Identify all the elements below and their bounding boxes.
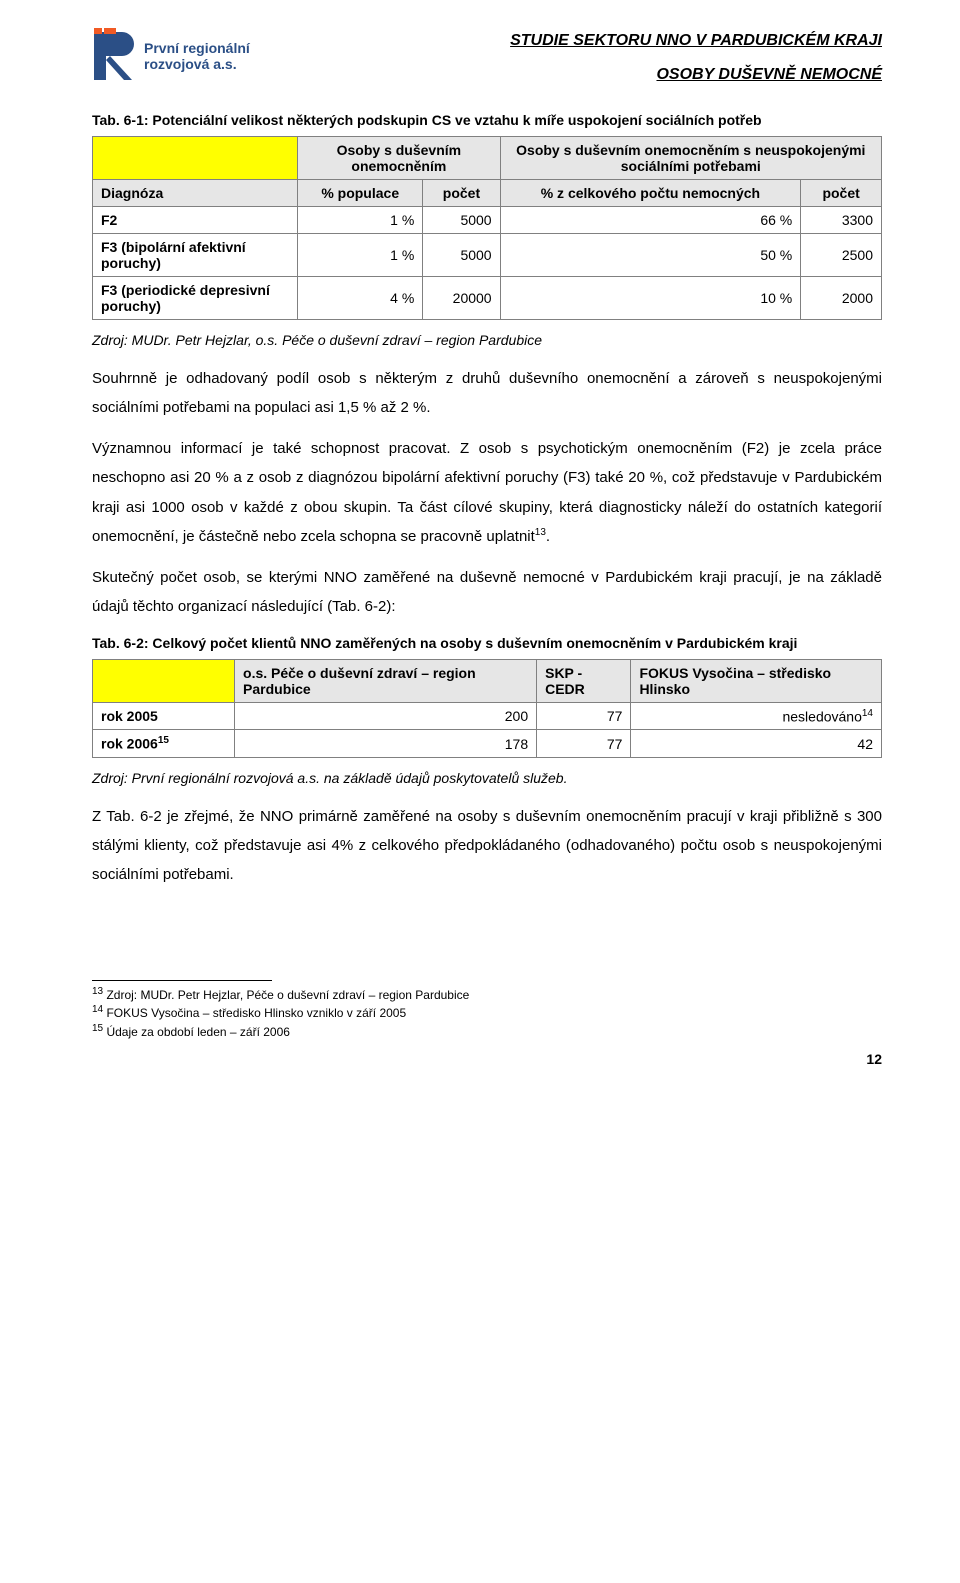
footnote-13: 13 Zdroj: MUDr. Petr Hejzlar, Péče o duš… (92, 985, 882, 1004)
paragraph-4: Z Tab. 6-2 je zřejmé, že NNO primárně za… (92, 802, 882, 890)
paragraph-2: Významnou informací je také schopnost pr… (92, 434, 882, 551)
doc-subtitle: OSOBY DUŠEVNĚ NEMOCNÉ (656, 60, 882, 90)
table-row: F3 (periodické depresivní poruchy) 4 % 2… (93, 276, 882, 319)
logo-line2: rozvojová a.s. (144, 56, 250, 72)
table2: o.s. Péče o duševní zdraví – region Pard… (92, 659, 882, 758)
footnote-ref-15: 15 (158, 735, 169, 746)
table1-col-pop: % populace (298, 179, 423, 206)
paragraph-3: Skutečný počet osob, se kterými NNO zamě… (92, 563, 882, 622)
logo: První regionální rozvojová a.s. (92, 24, 292, 88)
footnote-ref-14: 14 (862, 708, 873, 719)
footnote-15: 15 Údaje za období leden – září 2006 (92, 1022, 882, 1041)
logo-text: První regionální rozvojová a.s. (144, 40, 250, 72)
table-row: rok 200615 178 77 42 (93, 730, 882, 758)
table1-col-pct: % z celkového počtu nemocných (500, 179, 801, 206)
footnote-14: 14 FOKUS Vysočina – středisko Hlinsko vz… (92, 1003, 882, 1022)
table2-col1: o.s. Péče o duševní zdraví – region Pard… (235, 659, 537, 702)
page-header: První regionální rozvojová a.s. STUDIE S… (92, 24, 882, 91)
footnotes: 13 Zdroj: MUDr. Petr Hejzlar, Péče o duš… (92, 985, 882, 1041)
table1-source: Zdroj: MUDr. Petr Hejzlar, o.s. Péče o d… (92, 332, 882, 348)
table-row: F2 1 % 5000 66 % 3300 (93, 206, 882, 233)
table2-caption: Tab. 6-2: Celkový počet klientů NNO zamě… (92, 634, 882, 653)
table2-col3: FOKUS Vysočina – středisko Hlinsko (631, 659, 882, 702)
table2-col2: SKP - CEDR (537, 659, 631, 702)
footnotes-separator (92, 980, 272, 981)
header-titles: STUDIE SEKTORU NNO V PARDUBICKÉM KRAJI O… (292, 24, 882, 91)
table-row: F3 (bipolární afektivní poruchy) 1 % 500… (93, 233, 882, 276)
table1-grp-b: Osoby s duševním onemocněním s neuspokoj… (500, 136, 881, 179)
table1: Osoby s duševním onemocněním Osoby s duš… (92, 136, 882, 320)
table1-col-cnt2: počet (801, 179, 882, 206)
doc-title: STUDIE SEKTORU NNO V PARDUBICKÉM KRAJI (510, 26, 882, 56)
logo-line1: První regionální (144, 40, 250, 56)
table1-col-diag: Diagnóza (93, 179, 298, 206)
page-number: 12 (92, 1051, 882, 1067)
logo-icon (92, 28, 136, 84)
table2-source: Zdroj: První regionální rozvojová a.s. n… (92, 770, 882, 786)
paragraph-1: Souhrnně je odhadovaný podíl osob s někt… (92, 364, 882, 423)
table1-caption: Tab. 6-1: Potenciální velikost některých… (92, 111, 882, 130)
table1-col-cnt: počet (423, 179, 500, 206)
footnote-ref-13: 13 (535, 527, 546, 538)
table-row: rok 2005 200 77 nesledováno14 (93, 702, 882, 730)
table1-grp-a: Osoby s duševním onemocněním (298, 136, 500, 179)
